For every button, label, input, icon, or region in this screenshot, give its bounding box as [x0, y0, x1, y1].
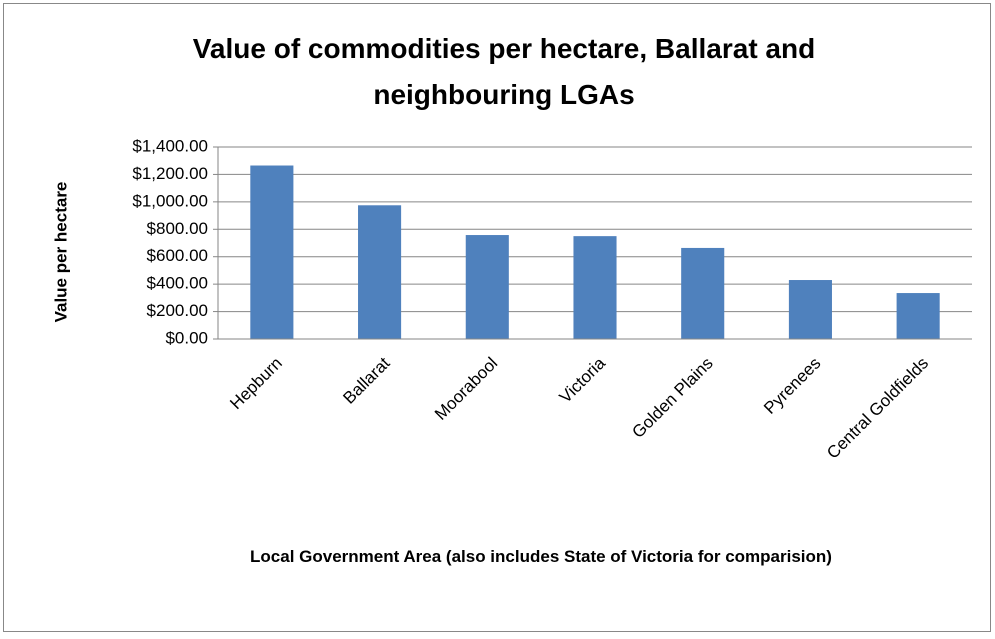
y-tick-label: $400.00 — [147, 274, 208, 293]
y-tick-label: $1,400.00 — [132, 136, 208, 155]
bar — [250, 165, 294, 339]
bar — [573, 236, 617, 339]
y-tick-label: $200.00 — [147, 301, 208, 320]
y-tick-label: $1,000.00 — [132, 191, 208, 210]
y-axis-label: Value per hectare — [51, 182, 70, 323]
y-tick-label: $800.00 — [147, 219, 208, 238]
bar — [465, 235, 509, 339]
bar — [358, 205, 402, 339]
bar — [681, 247, 725, 339]
y-tick-label: $600.00 — [147, 246, 208, 265]
x-axis-label: Local Government Area (also includes Sta… — [250, 547, 832, 566]
bar — [896, 293, 940, 339]
chart-title: Value of commodities per hectare, Ballar… — [192, 33, 816, 110]
y-tick-label: $0.00 — [165, 328, 208, 347]
bar — [788, 280, 832, 339]
y-tick-label: $1,200.00 — [132, 164, 208, 183]
